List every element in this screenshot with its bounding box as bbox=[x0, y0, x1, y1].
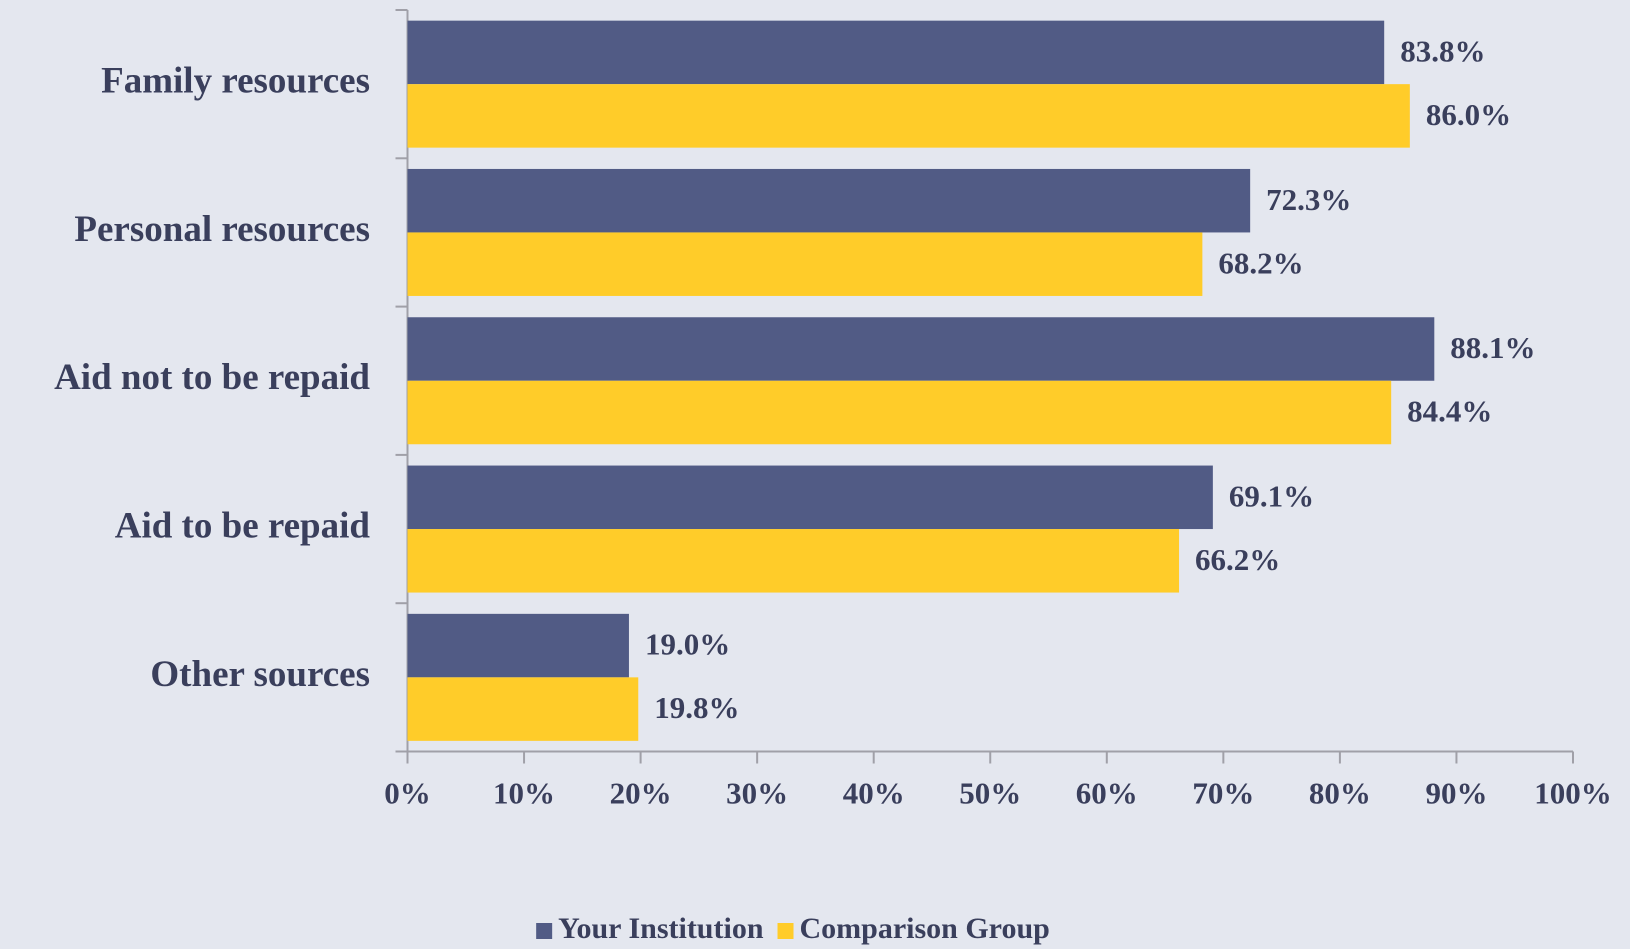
bar bbox=[407, 317, 1435, 381]
value-label: 19.0% bbox=[645, 627, 730, 662]
legend-label: Comparison Group bbox=[800, 912, 1050, 945]
category-label: Personal resources bbox=[74, 209, 370, 250]
x-tick-label: 10% bbox=[493, 776, 555, 811]
x-tick-label: 90% bbox=[1425, 776, 1487, 811]
bar bbox=[407, 84, 1410, 148]
x-tick-label: 50% bbox=[959, 776, 1021, 811]
bar bbox=[407, 529, 1180, 593]
x-tick-label: 80% bbox=[1309, 776, 1371, 811]
bar bbox=[407, 232, 1203, 296]
category-label: Other sources bbox=[150, 654, 370, 695]
category-label: Aid not to be repaid bbox=[54, 357, 370, 398]
x-tick-label: 20% bbox=[610, 776, 672, 811]
x-tick-label: 40% bbox=[843, 776, 905, 811]
value-label: 84.4% bbox=[1407, 394, 1492, 429]
x-tick-label: 70% bbox=[1192, 776, 1254, 811]
x-tick-label: 30% bbox=[726, 776, 788, 811]
value-label: 83.8% bbox=[1400, 34, 1485, 69]
category-label: Aid to be repaid bbox=[115, 506, 371, 547]
value-label: 86.0% bbox=[1426, 97, 1511, 132]
category-label: Family resources bbox=[101, 61, 370, 102]
bar bbox=[407, 20, 1385, 85]
value-label: 88.1% bbox=[1450, 330, 1535, 365]
legend-marker bbox=[777, 923, 794, 939]
bar bbox=[407, 168, 1251, 233]
value-label: 19.8% bbox=[654, 690, 739, 725]
bar bbox=[407, 380, 1392, 445]
x-tick-label: 60% bbox=[1076, 776, 1138, 811]
value-label: 69.1% bbox=[1229, 478, 1314, 513]
bar bbox=[407, 677, 639, 741]
bar bbox=[407, 613, 629, 678]
legend-marker bbox=[536, 923, 553, 939]
x-tick-label: 100% bbox=[1534, 776, 1612, 811]
x-tick-label: 0% bbox=[384, 776, 431, 811]
bar bbox=[407, 465, 1213, 530]
value-label: 72.3% bbox=[1266, 182, 1351, 217]
legend-label: Your Institution bbox=[558, 912, 764, 945]
value-label: 66.2% bbox=[1195, 542, 1280, 577]
value-label: 68.2% bbox=[1218, 245, 1303, 280]
